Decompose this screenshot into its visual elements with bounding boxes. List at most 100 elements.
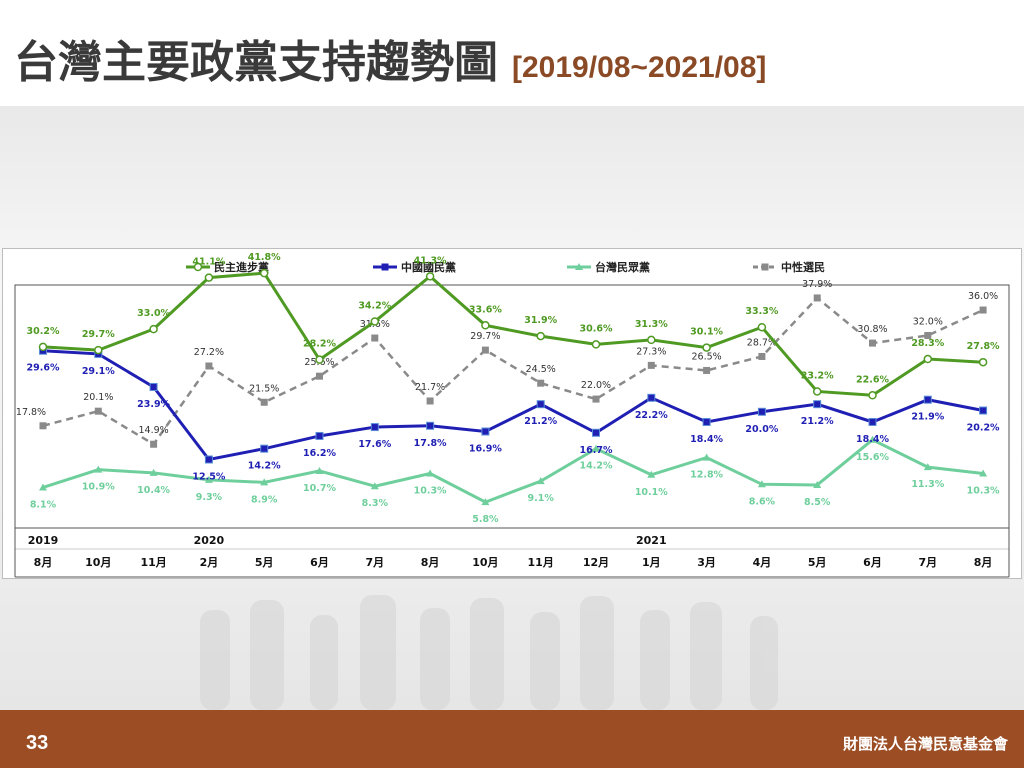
data-label-dpp: 29.7% — [82, 329, 115, 340]
data-label-neutral: 21.7% — [415, 382, 445, 393]
data-point-tpp — [592, 444, 600, 452]
data-label-tpp: 12.8% — [690, 470, 723, 481]
data-label-kmt: 17.6% — [358, 439, 391, 450]
data-label-kmt: 20.2% — [967, 423, 1000, 434]
data-point-tpp — [94, 465, 103, 473]
data-point-kmt — [592, 428, 600, 437]
plot-area — [14, 284, 1010, 529]
data-point-dpp — [149, 324, 158, 334]
legend-label-neutral: 中性選民 — [781, 260, 825, 274]
data-label-kmt: 29.1% — [82, 366, 115, 377]
series-line-kmt — [42, 349, 984, 462]
data-label-neutral: 30.8% — [857, 324, 887, 335]
data-point-neutral — [316, 372, 323, 380]
data-point-neutral — [260, 398, 268, 406]
data-point-dpp — [259, 268, 269, 278]
data-label-tpp: 10.3% — [967, 485, 1000, 496]
data-point-kmt — [536, 400, 545, 409]
data-label-dpp: 33.6% — [469, 304, 502, 315]
slide-title: 台灣主要政黨支持趨勢圖 [2019/08~2021/08] — [14, 26, 766, 90]
data-point-dpp — [812, 387, 822, 396]
legend-label-kmt: 中國國民黨 — [401, 260, 456, 274]
x-tick-label: 6月 — [310, 556, 329, 569]
data-point-tpp — [868, 435, 877, 443]
data-label-dpp: 34.2% — [358, 300, 391, 311]
x-tick-label: 8月 — [974, 556, 993, 569]
data-point-neutral — [758, 352, 766, 360]
data-point-neutral — [371, 334, 379, 342]
data-point-dpp — [702, 343, 711, 352]
data-label-kmt: 22.2% — [635, 410, 668, 421]
data-label-kmt: 18.4% — [690, 434, 723, 445]
data-label-dpp: 41.1% — [192, 257, 225, 268]
data-label-tpp: 10.3% — [414, 485, 447, 496]
data-label-dpp: 41.3% — [414, 255, 447, 266]
data-point-dpp — [38, 342, 48, 352]
data-point-tpp — [757, 480, 766, 488]
data-label-dpp: 30.6% — [580, 323, 613, 334]
data-point-neutral — [647, 361, 655, 369]
data-label-dpp: 28.3% — [911, 338, 944, 349]
data-label-neutral: 21.5% — [249, 383, 279, 394]
legend-label-tpp: 台灣民眾黨 — [595, 260, 650, 274]
x-tick-label: 1月 — [642, 556, 661, 569]
data-label-tpp: 9.3% — [196, 492, 223, 503]
data-label-neutral: 20.1% — [83, 392, 113, 403]
series-line-tpp — [42, 438, 984, 504]
data-label-tpp: 10.7% — [303, 483, 336, 494]
data-point-dpp — [978, 357, 988, 367]
data-label-tpp: 10.1% — [635, 487, 668, 498]
series-line-dpp — [42, 271, 984, 397]
data-label-tpp: 10.4% — [137, 485, 170, 496]
chart-panel: 民主進步黨 中國國民黨 台灣民眾黨 中性選民 2019 2020 2021 8月 10月 11月… — [2, 248, 1022, 579]
data-label-neutral: 24.5% — [526, 364, 556, 375]
data-point-neutral — [481, 346, 489, 354]
data-label-dpp: 30.1% — [690, 327, 723, 338]
data-label-tpp: 8.5% — [804, 497, 831, 508]
data-label-neutral: 26.5% — [692, 351, 722, 362]
data-point-neutral — [150, 440, 158, 448]
data-point-neutral — [39, 422, 47, 430]
data-point-tpp — [149, 468, 158, 476]
data-label-kmt: 21.9% — [911, 412, 944, 423]
data-label-dpp: 28.2% — [303, 339, 336, 350]
title-bar: 台灣主要政黨支持趨勢圖 [2019/08~2021/08] — [0, 0, 1024, 106]
data-point-kmt — [204, 455, 213, 464]
data-label-dpp: 23.2% — [801, 370, 834, 381]
data-label-tpp: 5.8% — [472, 514, 499, 525]
data-label-dpp: 33.3% — [745, 306, 778, 317]
legend-marker-tpp — [575, 263, 583, 270]
data-label-kmt: 14.2% — [248, 461, 281, 472]
legend-marker-neutral — [761, 263, 769, 271]
year-label: 2019 — [28, 534, 59, 547]
data-label-kmt: 20.0% — [745, 424, 778, 435]
data-point-kmt — [757, 407, 766, 416]
data-point-kmt — [315, 431, 324, 440]
page-number: 33 — [26, 732, 49, 754]
data-point-tpp — [647, 470, 656, 478]
x-tick-label: 8月 — [34, 556, 53, 569]
data-point-dpp — [647, 335, 656, 345]
legend-marker-kmt — [381, 263, 389, 271]
data-point-kmt — [481, 427, 490, 436]
data-label-neutral: 17.8% — [16, 407, 46, 418]
data-point-neutral — [979, 306, 987, 314]
line-chart: 民主進步黨 中國國民黨 台灣民眾黨 中性選民 2019 2020 2021 8月 10月 11月… — [14, 252, 1010, 578]
data-label-kmt: 29.6% — [27, 363, 60, 374]
data-label-kmt: 12.5% — [192, 472, 225, 483]
year-label: 2021 — [636, 534, 667, 547]
data-point-kmt — [647, 393, 656, 402]
category-axis-table: 2019 2020 2021 8月 10月 11月 2月 5月 6月 7月 8月 10月 11月 12月 1… — [14, 528, 1010, 578]
x-tick-label: 10月 — [472, 556, 498, 569]
data-label-kmt: 23.9% — [137, 399, 170, 410]
data-label-tpp: 15.6% — [856, 452, 889, 463]
legend-marker-dpp — [193, 262, 203, 272]
data-label-dpp: 27.8% — [967, 341, 1000, 352]
data-label-dpp: 33.0% — [137, 308, 170, 319]
legend-label-dpp: 民主進步黨 — [214, 260, 269, 274]
data-label-tpp: 11.3% — [911, 479, 944, 490]
data-label-neutral: 27.2% — [194, 347, 224, 358]
x-tick-label: 5月 — [255, 556, 274, 569]
data-point-dpp — [315, 355, 324, 364]
organization-name: 財團法人台灣民意基金會 — [842, 735, 1008, 753]
